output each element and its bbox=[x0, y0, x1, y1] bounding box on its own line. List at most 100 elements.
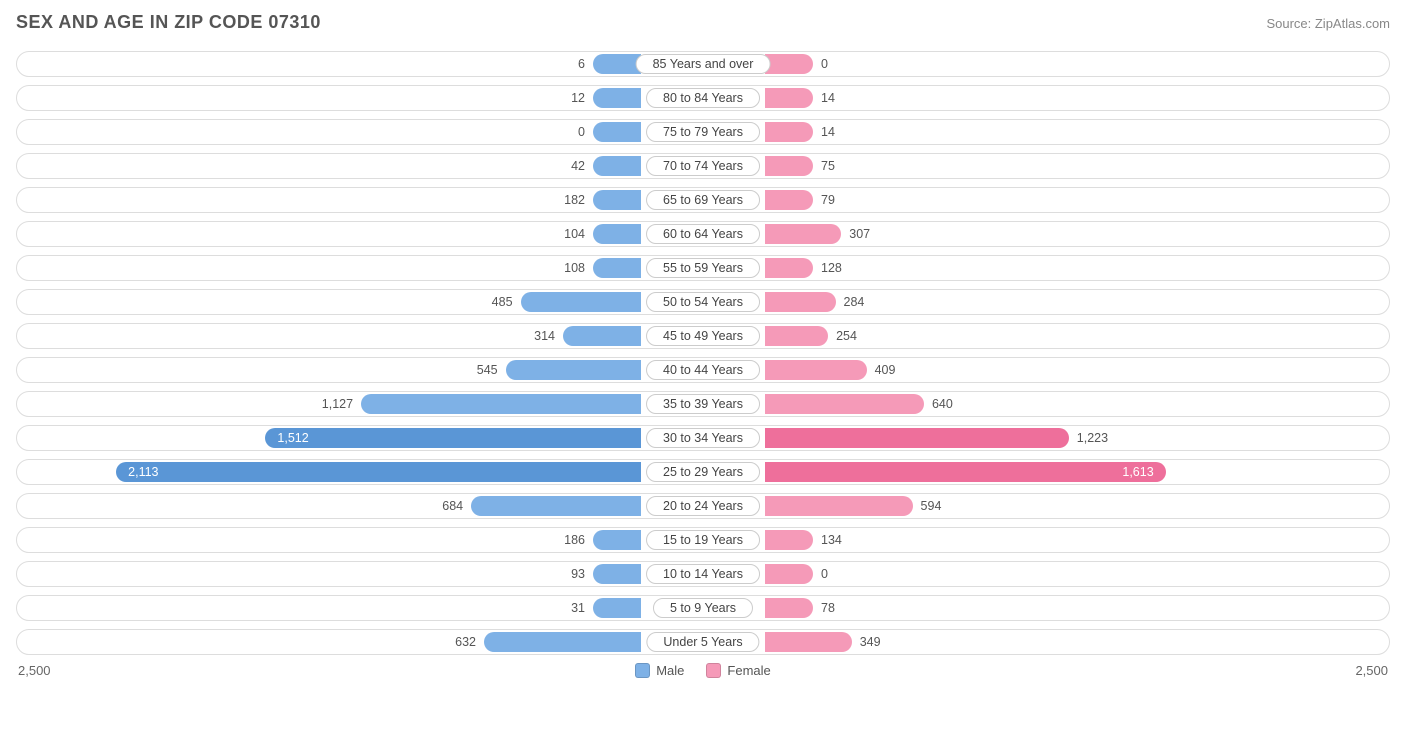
male-bar bbox=[593, 258, 641, 278]
female-bar bbox=[765, 462, 1166, 482]
legend-item-female: Female bbox=[706, 663, 770, 678]
pyramid-row: 80 to 84 Years1214 bbox=[16, 85, 1390, 111]
male-value: 108 bbox=[564, 261, 585, 275]
age-group-label: 60 to 64 Years bbox=[646, 224, 760, 244]
male-bar bbox=[521, 292, 641, 312]
pyramid-row: 20 to 24 Years 684 594 bbox=[16, 493, 1390, 519]
age-group-label: 35 to 39 Years bbox=[646, 394, 760, 414]
chart-title: SEX AND AGE IN ZIP CODE 07310 bbox=[16, 12, 321, 33]
axis-right-max: 2,500 bbox=[1355, 663, 1388, 678]
age-group-label: 85 Years and over bbox=[636, 54, 771, 74]
male-value: 2,113 bbox=[128, 465, 158, 479]
male-bar bbox=[593, 530, 641, 550]
female-bar bbox=[765, 530, 813, 550]
population-pyramid-chart: 85 Years and over6080 to 84 Years121475 … bbox=[16, 51, 1390, 655]
age-group-label: Under 5 Years bbox=[646, 632, 759, 652]
female-bar bbox=[765, 496, 913, 516]
legend-male-label: Male bbox=[656, 663, 684, 678]
pyramid-row: 75 to 79 Years014 bbox=[16, 119, 1390, 145]
male-swatch-icon bbox=[635, 663, 650, 678]
female-bar bbox=[765, 190, 813, 210]
male-bar bbox=[593, 156, 641, 176]
pyramid-row: 40 to 44 Years545409 bbox=[16, 357, 1390, 383]
pyramid-row: 65 to 69 Years18279 bbox=[16, 187, 1390, 213]
male-bar bbox=[593, 88, 641, 108]
legend-item-male: Male bbox=[635, 663, 684, 678]
female-value: 134 bbox=[821, 533, 842, 547]
legend-female-label: Female bbox=[727, 663, 770, 678]
pyramid-row: 10 to 14 Years 93 0 bbox=[16, 561, 1390, 587]
female-value: 307 bbox=[849, 227, 870, 241]
pyramid-row: 15 to 19 Years 186 134 bbox=[16, 527, 1390, 553]
age-group-label: 50 to 54 Years bbox=[646, 292, 760, 312]
female-value: 0 bbox=[821, 567, 828, 581]
age-group-label: 5 to 9 Years bbox=[653, 598, 753, 618]
pyramid-row: 25 to 29 Years 2,113 1,613 bbox=[16, 459, 1390, 485]
female-value: 594 bbox=[921, 499, 942, 513]
age-group-label: 40 to 44 Years bbox=[646, 360, 760, 380]
male-value: 684 bbox=[442, 499, 463, 513]
male-value: 31 bbox=[571, 601, 585, 615]
female-value: 79 bbox=[821, 193, 835, 207]
male-bar bbox=[593, 122, 641, 142]
male-bar bbox=[506, 360, 641, 380]
male-bar bbox=[593, 224, 641, 244]
female-bar bbox=[765, 326, 828, 346]
pyramid-row: 45 to 49 Years314254 bbox=[16, 323, 1390, 349]
male-value: 42 bbox=[571, 159, 585, 173]
chart-source: Source: ZipAtlas.com bbox=[1266, 16, 1390, 31]
chart-footer: 2,500 Male Female 2,500 bbox=[16, 663, 1390, 678]
female-value: 78 bbox=[821, 601, 835, 615]
pyramid-row: 60 to 64 Years104307 bbox=[16, 221, 1390, 247]
male-value: 545 bbox=[477, 363, 498, 377]
age-group-label: 55 to 59 Years bbox=[646, 258, 760, 278]
male-bar bbox=[116, 462, 641, 482]
male-value: 12 bbox=[571, 91, 585, 105]
male-value: 186 bbox=[564, 533, 585, 547]
female-bar bbox=[765, 598, 813, 618]
male-value: 632 bbox=[455, 635, 476, 649]
female-swatch-icon bbox=[706, 663, 721, 678]
male-bar bbox=[563, 326, 641, 346]
female-bar bbox=[765, 156, 813, 176]
pyramid-row: 50 to 54 Years485284 bbox=[16, 289, 1390, 315]
age-group-label: 45 to 49 Years bbox=[646, 326, 760, 346]
male-bar bbox=[593, 190, 641, 210]
male-bar bbox=[361, 394, 641, 414]
female-value: 349 bbox=[860, 635, 881, 649]
female-value: 1,613 bbox=[1122, 465, 1153, 479]
age-group-label: 30 to 34 Years bbox=[646, 428, 760, 448]
pyramid-row: 35 to 39 Years1,127640 bbox=[16, 391, 1390, 417]
male-bar bbox=[484, 632, 641, 652]
male-value: 6 bbox=[578, 57, 585, 71]
age-group-label: 70 to 74 Years bbox=[646, 156, 760, 176]
axis-left-max: 2,500 bbox=[18, 663, 51, 678]
chart-legend: Male Female bbox=[635, 663, 771, 678]
pyramid-row: 70 to 74 Years4275 bbox=[16, 153, 1390, 179]
age-group-label: 10 to 14 Years bbox=[646, 564, 760, 584]
female-bar bbox=[765, 632, 852, 652]
female-bar bbox=[765, 258, 813, 278]
female-value: 0 bbox=[821, 57, 828, 71]
male-bar bbox=[471, 496, 641, 516]
age-group-label: 75 to 79 Years bbox=[646, 122, 760, 142]
male-value: 93 bbox=[571, 567, 585, 581]
age-group-label: 15 to 19 Years bbox=[646, 530, 760, 550]
pyramid-row: Under 5 Years 632 349 bbox=[16, 629, 1390, 655]
pyramid-row: 30 to 34 Years1,5121,223 bbox=[16, 425, 1390, 451]
female-bar bbox=[765, 394, 924, 414]
female-value: 128 bbox=[821, 261, 842, 275]
male-bar bbox=[593, 564, 641, 584]
age-group-label: 80 to 84 Years bbox=[646, 88, 760, 108]
male-value: 314 bbox=[534, 329, 555, 343]
female-value: 1,223 bbox=[1077, 431, 1108, 445]
male-bar bbox=[265, 428, 641, 448]
age-group-label: 25 to 29 Years bbox=[646, 462, 760, 482]
female-bar bbox=[765, 360, 867, 380]
male-bar bbox=[593, 54, 641, 74]
female-value: 284 bbox=[844, 295, 865, 309]
chart-header: SEX AND AGE IN ZIP CODE 07310 Source: Zi… bbox=[16, 12, 1390, 33]
pyramid-row: 85 Years and over 6 0 bbox=[16, 51, 1390, 77]
age-group-label: 20 to 24 Years bbox=[646, 496, 760, 516]
female-bar bbox=[765, 54, 813, 74]
